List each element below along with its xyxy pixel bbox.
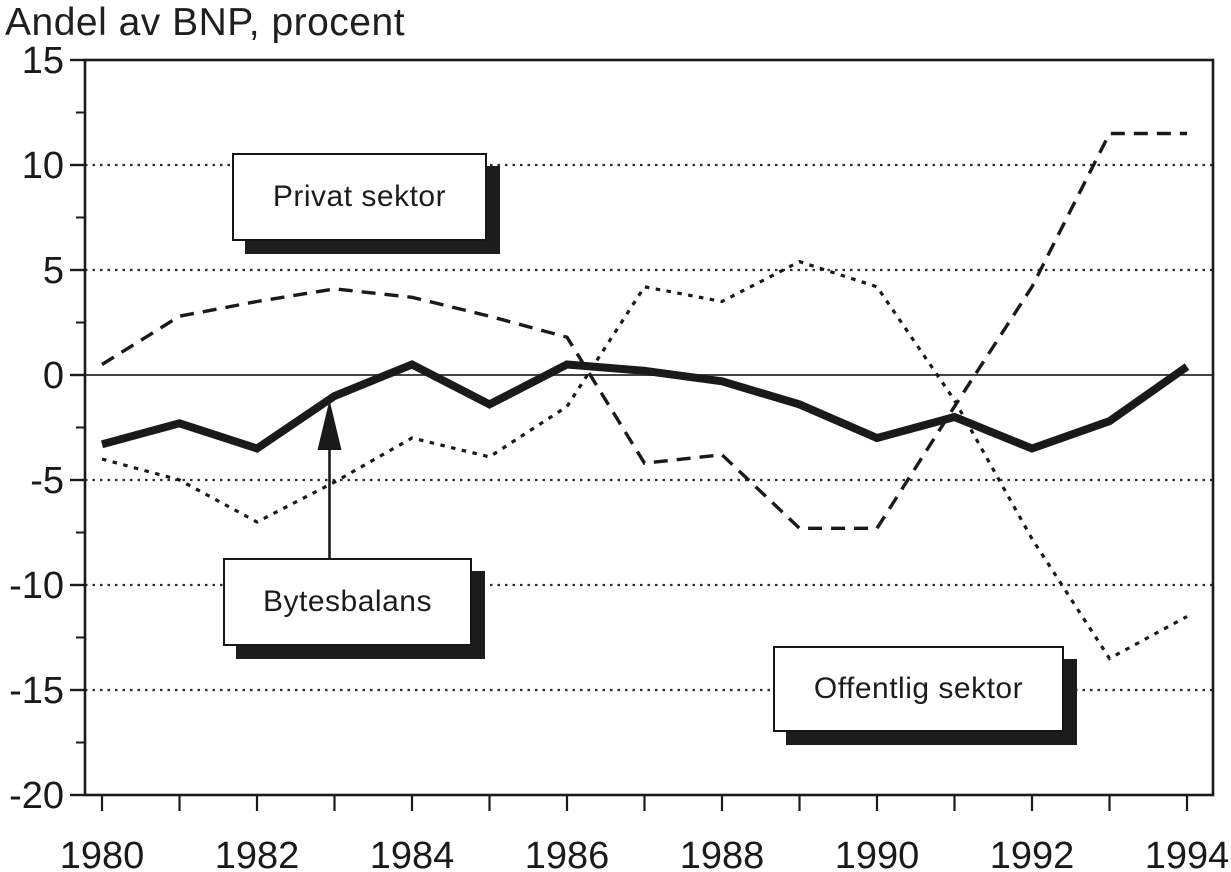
y-tick-label: -15 [9, 670, 64, 712]
label-box-bytesbalans: Bytesbalans [223, 558, 472, 646]
x-tick-label: 1992 [990, 835, 1075, 872]
x-tick-label: 1980 [60, 835, 145, 872]
label-box-privat-sektor: Privat sektor [232, 153, 487, 241]
chart-title: Andel av BNP, procent [5, 1, 406, 44]
privat-sektor-line [101, 131, 1187, 530]
bytesbalans-line [100, 360, 1190, 453]
offentlig-sektor-label: Offentlig sektor [813, 672, 1024, 705]
x-tick-label: 1986 [525, 835, 610, 872]
y-tick-label: 0 [43, 355, 64, 397]
x-tick-label: 1988 [680, 835, 765, 872]
y-tick-label: 15 [22, 40, 64, 82]
y-tick-label: 10 [22, 145, 64, 187]
bytesbalans-label: Bytesbalans [263, 585, 432, 618]
x-tick-label: 1990 [835, 835, 920, 872]
bytesbalans-arrow-head [317, 400, 342, 450]
y-tick-label: -5 [30, 460, 64, 502]
privat-sektor-label: Privat sektor [272, 180, 447, 213]
x-tick-label: 1982 [215, 835, 300, 872]
label-box-offentlig-sektor: Offentlig sektor [773, 646, 1064, 732]
x-tick-label: 1984 [370, 835, 455, 872]
y-tick-label: 5 [43, 250, 64, 292]
y-tick-label: -20 [9, 775, 64, 817]
x-tick-label: 1994 [1145, 835, 1230, 872]
y-tick-label: -10 [9, 565, 64, 607]
